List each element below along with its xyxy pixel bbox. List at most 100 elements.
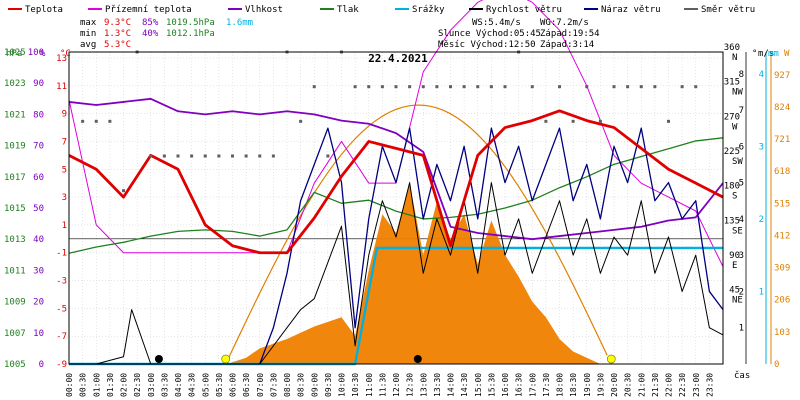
y-tick-wind: 4 (739, 215, 744, 225)
y-tick-solar: 515 (774, 199, 790, 209)
y-tick-wind: 1 (739, 324, 744, 334)
wind-direction-point (462, 85, 466, 89)
x-tick-label: 17:30 (542, 373, 551, 397)
stat-max-rain: 1.6mm (226, 18, 253, 28)
y-tick-hum: 40 (33, 235, 44, 245)
y-tick-hpa: 1021 (4, 110, 26, 120)
y-tick-solar: 206 (774, 296, 790, 306)
unit-temp: °C (60, 49, 71, 59)
wind-direction-point (653, 85, 657, 89)
y-tick-dir-name: NW (732, 88, 743, 98)
y-tick-hpa: 1017 (4, 173, 26, 183)
wind-direction-point (190, 154, 194, 158)
plot-frame (68, 51, 724, 365)
wind-direction-point (394, 85, 398, 89)
y-tick-temp: -5 (56, 304, 67, 314)
stat-min-hum: 40% (142, 29, 159, 39)
y-tick-solar: 103 (774, 328, 790, 338)
x-tick-label: 02:30 (133, 373, 142, 397)
x-tick-label: 23:30 (705, 373, 714, 397)
y-tick-hum: 60 (33, 173, 44, 183)
info-moonrise: Měsíc Východ:12:50 (438, 40, 536, 50)
y-tick-temp: 7 (62, 137, 67, 147)
y-tick-dir: 90 (729, 251, 740, 261)
y-tick-hum: 80 (33, 110, 44, 120)
x-tick-label: 08:30 (297, 373, 306, 397)
y-tick-dir-name: S (732, 192, 737, 202)
y-tick-hpa: 1019 (4, 142, 26, 152)
legend-label: Směr větru (701, 5, 755, 15)
x-tick-label: 19:00 (583, 373, 592, 397)
y-tick-hum: 90 (33, 79, 44, 89)
x-tick-label: 10:30 (351, 373, 360, 397)
wind-direction-point (612, 85, 616, 89)
x-tick-label: 01:00 (92, 373, 101, 397)
wind-direction-point (626, 85, 630, 89)
wind-direction-point (639, 85, 643, 89)
x-tick-label: 05:00 (201, 373, 210, 397)
y-tick-solar: 0 (774, 360, 779, 370)
y-tick-solar: 412 (774, 231, 790, 241)
y-tick-solar: 824 (774, 103, 790, 113)
x-tick-label: 15:00 (474, 373, 483, 397)
x-tick-label: 01:30 (106, 373, 115, 397)
wind-direction-point (367, 85, 371, 89)
wind-direction-point (271, 154, 275, 158)
legend-label: Vlhkost (245, 5, 283, 15)
x-tick-label: 12:30 (406, 373, 415, 397)
unit-hpa: hPa (6, 49, 22, 59)
y-tick-hum: 100 (28, 48, 44, 58)
wind-direction-point (353, 85, 357, 89)
legend-label: Přízemní teplota (105, 5, 192, 15)
y-tick-temp: 5 (62, 165, 67, 175)
wind-direction-point (162, 154, 166, 158)
y-tick-wind: 5 (739, 179, 744, 189)
wind-direction-point (217, 154, 221, 158)
wind-direction-point (258, 154, 262, 158)
x-tick-label: 18:00 (556, 373, 565, 397)
y-tick-solar: 309 (774, 264, 790, 274)
y-tick-temp: 1 (62, 221, 67, 231)
x-tick-label: 12:00 (392, 373, 401, 397)
y-tick-temp: 11 (56, 82, 67, 92)
stat-avg-label: avg (80, 40, 96, 50)
wind-direction-point (476, 85, 480, 89)
y-tick-hpa: 1013 (4, 235, 26, 245)
y-tick-wind: 3 (739, 251, 744, 261)
stat-max-temp: 9.3°C (104, 18, 131, 28)
y-tick-hpa: 1005 (4, 360, 26, 370)
stat-min-label: min (80, 29, 96, 39)
y-tick-temp: -7 (56, 332, 67, 342)
wind-direction-point (598, 119, 602, 123)
y-tick-hum: 50 (33, 204, 44, 214)
x-tick-label: 15:30 (487, 373, 496, 397)
y-tick-solar: 721 (774, 135, 790, 145)
wind-direction-point (449, 85, 452, 89)
y-tick-hum: 20 (33, 298, 44, 308)
x-tick-label: 09:00 (310, 373, 319, 397)
y-tick-rain: 3 (759, 142, 764, 152)
x-tick-label: 06:00 (229, 373, 238, 397)
y-tick-hpa: 1011 (4, 266, 26, 276)
y-tick-wind: 6 (739, 142, 744, 152)
wind-direction-point (694, 85, 698, 89)
x-tick-label: 21:30 (651, 373, 660, 397)
wind-direction-point (326, 154, 330, 158)
legend-label: Náraz větru (601, 5, 661, 15)
wind-direction-point (503, 85, 507, 89)
x-tick-label: 20:00 (610, 373, 619, 397)
info-sunset: Západ:19:54 (540, 29, 600, 39)
info-moonset: Západ:3:14 (540, 40, 594, 50)
wind-direction-point (94, 119, 98, 123)
wind-direction-point (203, 154, 207, 158)
wind-direction-point (380, 85, 384, 89)
legend-label: Srážky (412, 5, 445, 15)
x-tick-label: 08:00 (283, 373, 292, 397)
series-tlak (68, 137, 724, 254)
x-tick-label: 19:30 (596, 373, 605, 397)
y-tick-rain: 4 (759, 70, 764, 80)
legend-label: Rychlost větru (486, 5, 562, 15)
y-tick-hpa: 1007 (4, 329, 26, 339)
wind-direction-point (489, 85, 493, 89)
